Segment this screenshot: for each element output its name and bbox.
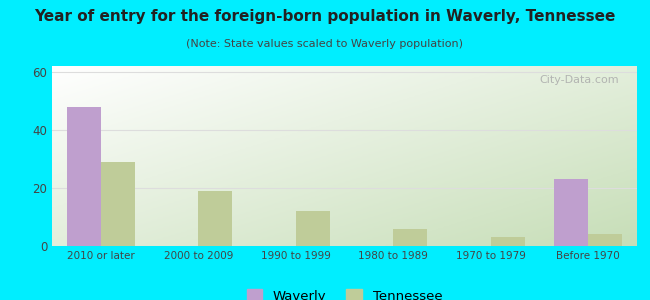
Bar	[296, 211, 330, 246]
Text: Year of entry for the foreign-born population in Waverly, Tennessee: Year of entry for the foreign-born popul…	[34, 9, 616, 24]
Bar	[554, 179, 588, 246]
Legend: Waverly, Tennessee: Waverly, Tennessee	[241, 284, 448, 300]
Bar	[588, 234, 623, 246]
Text: (Note: State values scaled to Waverly population): (Note: State values scaled to Waverly po…	[187, 39, 463, 49]
Bar	[101, 162, 135, 246]
Bar	[491, 237, 525, 246]
Text: City-Data.com: City-Data.com	[540, 75, 619, 85]
Bar	[66, 106, 101, 246]
Bar	[393, 229, 428, 246]
Bar	[198, 191, 233, 246]
